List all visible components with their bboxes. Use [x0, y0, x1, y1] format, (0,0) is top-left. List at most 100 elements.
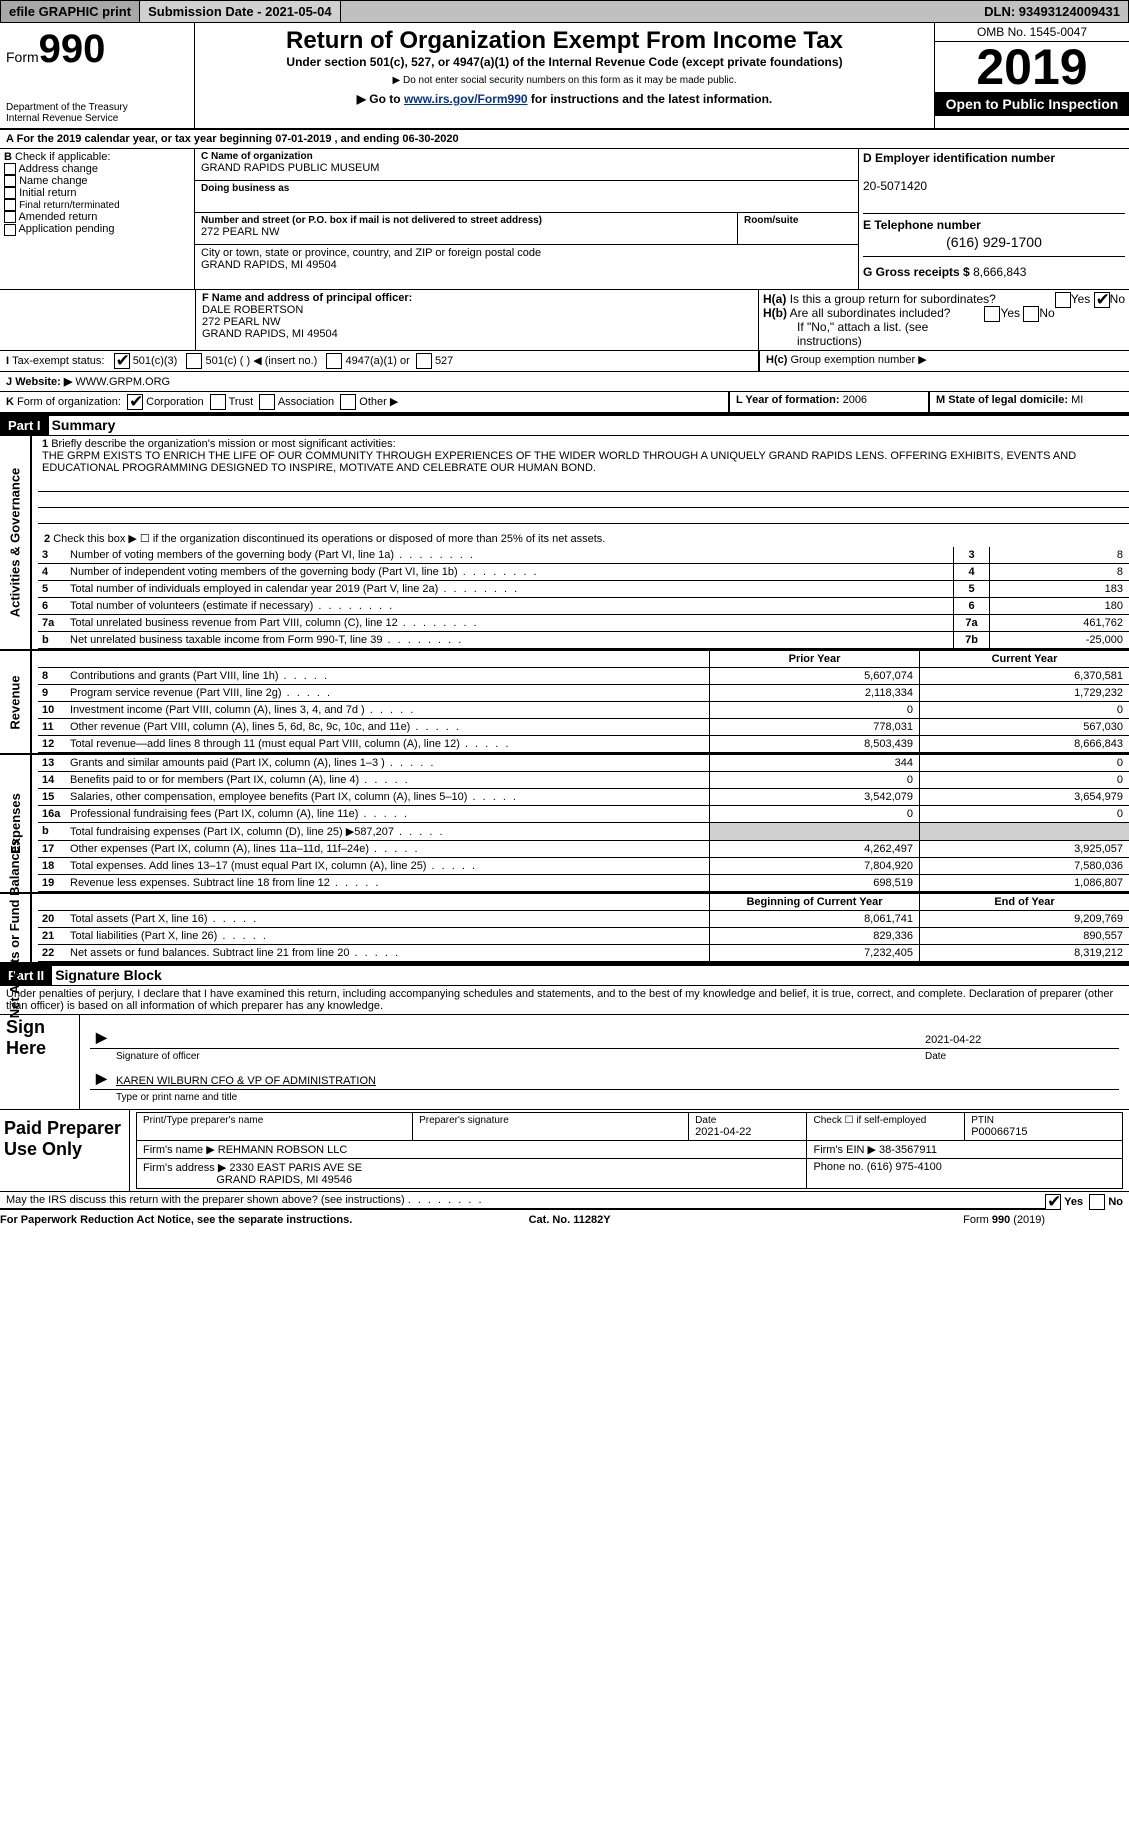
street-label: Number and street (or P.O. box if mail i…	[201, 215, 731, 226]
table-row: 17Other expenses (Part IX, column (A), l…	[38, 841, 1129, 858]
perjury-declaration: Under penalties of perjury, I declare th…	[0, 986, 1129, 1015]
table-row: bTotal fundraising expenses (Part IX, co…	[38, 823, 1129, 841]
prep-sig-label: Preparer's signature	[419, 1115, 682, 1126]
cb-address-change[interactable]	[4, 163, 16, 175]
state-domicile-value: MI	[1071, 394, 1083, 406]
ein-value: 20-5071420	[863, 179, 927, 193]
arrow-icon-2: ▶	[90, 1068, 110, 1089]
room-label: Room/suite	[744, 215, 852, 226]
discuss-no: No	[1108, 1196, 1123, 1208]
lbl-association: Association	[278, 396, 334, 408]
table-row: 21Total liabilities (Part X, line 26)829…	[38, 928, 1129, 945]
subordinates-label: Are all subordinates included?	[790, 306, 951, 320]
page-footer: For Paperwork Reduction Act Notice, see …	[0, 1208, 1045, 1230]
lbl-other: Other ▶	[359, 396, 398, 408]
table-row: 9Program service revenue (Part VIII, lin…	[38, 685, 1129, 702]
form-header: Form990 Department of the Treasury Inter…	[0, 23, 1129, 130]
officer-street: 272 PEARL NW	[202, 316, 280, 328]
tax-period: A For the 2019 calendar year, or tax yea…	[0, 130, 1129, 149]
cb-ha-no[interactable]	[1094, 292, 1110, 308]
vtab-revenue: Revenue	[0, 651, 32, 753]
prior-year-header: Prior Year	[709, 651, 919, 667]
cb-discuss-yes[interactable]	[1045, 1194, 1061, 1210]
cb-discuss-no[interactable]	[1089, 1194, 1105, 1210]
cb-association[interactable]	[259, 394, 275, 410]
goto-suffix: for instructions and the latest informat…	[528, 92, 773, 106]
prep-name-label: Print/Type preparer's name	[143, 1115, 406, 1126]
form990-link[interactable]: www.irs.gov/Form990	[404, 92, 528, 106]
part2-title: Signature Block	[55, 967, 162, 983]
dln: DLN: 93493124009431	[976, 1, 1128, 22]
table-row: 3Number of voting members of the governi…	[38, 547, 1129, 564]
cb-ha-yes[interactable]	[1055, 292, 1071, 308]
year-formation-value: 2006	[843, 394, 867, 406]
lbl-initial-return: Initial return	[19, 187, 76, 199]
form-prefix: Form	[6, 49, 39, 65]
officer-block: F Name and address of principal officer:…	[0, 290, 1129, 351]
footer-mid: Cat. No. 11282Y	[529, 1214, 611, 1226]
cb-corporation[interactable]	[127, 394, 143, 410]
paid-preparer-label: Paid Preparer Use Only	[0, 1110, 130, 1191]
sig-date-value: 2021-04-22	[919, 1032, 1119, 1048]
no-label-2: No	[1039, 306, 1054, 320]
type-name-label: Type or print name and title	[110, 1090, 243, 1105]
footer-right: 990	[992, 1214, 1010, 1226]
cb-hb-yes[interactable]	[984, 306, 1000, 322]
block-c: C Name of organization GRAND RAPIDS PUBL…	[195, 149, 859, 289]
website-value: WWW.GRPM.ORG	[75, 376, 170, 388]
sig-date-label: Date	[919, 1049, 1119, 1064]
firm-addr-label: Firm's address ▶	[143, 1162, 226, 1174]
revenue-header-row: Prior Year Current Year	[38, 651, 1129, 668]
cb-hb-no[interactable]	[1023, 306, 1039, 322]
block-b-label: Check if applicable:	[15, 151, 110, 163]
sign-here-label: Sign Here	[0, 1015, 80, 1109]
eoy-header: End of Year	[919, 894, 1129, 910]
self-employed-label: Check ☐ if self-employed	[813, 1115, 958, 1126]
paid-preparer-block: Paid Preparer Use Only Print/Type prepar…	[0, 1110, 1129, 1192]
governance-section: Activities & Governance 1 Briefly descri…	[0, 436, 1129, 651]
phone-label: E Telephone number	[863, 218, 981, 232]
vtab-net-assets: Net Assets or Fund Balances	[0, 894, 32, 962]
sign-here-block: Sign Here ▶ 2021-04-22 Signature of offi…	[0, 1015, 1129, 1110]
vtab-governance: Activities & Governance	[0, 436, 32, 649]
no-label: No	[1110, 292, 1125, 306]
cb-amended-return[interactable]	[4, 211, 16, 223]
cb-app-pending[interactable]	[4, 224, 16, 236]
lbl-address-change: Address change	[18, 163, 98, 175]
cb-final-return[interactable]	[4, 199, 16, 211]
lbl-name-change: Name change	[19, 175, 88, 187]
city-value: GRAND RAPIDS, MI 49504	[201, 259, 852, 271]
discontinued-question: Check this box ▶ ☐ if the organization d…	[53, 533, 605, 545]
ein-label: D Employer identification number	[863, 151, 1055, 165]
table-row: 14Benefits paid to or for members (Part …	[38, 772, 1129, 789]
sig-officer-label: Signature of officer	[110, 1049, 919, 1064]
goto-line: ▶ Go to www.irs.gov/Form990 for instruct…	[201, 92, 928, 106]
firm-name-value: REHMANN ROBSON LLC	[218, 1144, 348, 1156]
gross-receipts-value: 8,666,843	[973, 265, 1026, 279]
efile-topbar: efile GRAPHIC print Submission Date - 20…	[0, 0, 1129, 23]
lbl-app-pending: Application pending	[18, 223, 114, 235]
submission-date: Submission Date - 2021-05-04	[140, 1, 341, 22]
tax-year: 2019	[935, 42, 1129, 92]
website-row: J Website: ▶ WWW.GRPM.ORG	[0, 372, 1129, 392]
cb-other[interactable]	[340, 394, 356, 410]
cb-trust[interactable]	[210, 394, 226, 410]
table-row: 19Revenue less expenses. Subtract line 1…	[38, 875, 1129, 892]
cb-527[interactable]	[416, 353, 432, 369]
table-row: 10Investment income (Part VIII, column (…	[38, 702, 1129, 719]
org-name-label: C Name of organization	[201, 151, 852, 162]
lbl-corporation: Corporation	[146, 396, 203, 408]
net-header-row: Beginning of Current Year End of Year	[38, 894, 1129, 911]
table-row: 8Contributions and grants (Part VIII, li…	[38, 668, 1129, 685]
group-return-label: Is this a group return for subordinates?	[790, 292, 996, 306]
cb-501c[interactable]	[186, 353, 202, 369]
footer-left: For Paperwork Reduction Act Notice, see …	[0, 1214, 352, 1226]
irs-label: Internal Revenue Service	[6, 113, 188, 124]
group-exemption-label: Group exemption number ▶	[790, 354, 926, 366]
cb-name-change[interactable]	[4, 175, 16, 187]
table-row: 4Number of independent voting members of…	[38, 564, 1129, 581]
cb-501c3[interactable]	[114, 353, 130, 369]
block-b: B Check if applicable: Address change Na…	[0, 149, 195, 289]
cb-4947a1[interactable]	[326, 353, 342, 369]
cb-initial-return[interactable]	[4, 187, 16, 199]
